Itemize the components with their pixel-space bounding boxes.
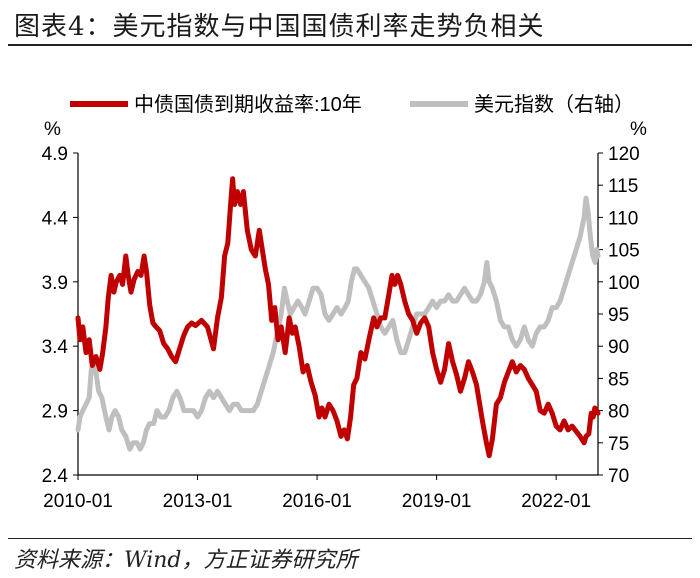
x-tick-label: 2022-01 bbox=[521, 491, 591, 512]
right-tick-label: 105 bbox=[608, 241, 640, 262]
right-tick-label: 100 bbox=[608, 273, 640, 294]
right-tick-label: 120 bbox=[608, 144, 640, 165]
bond-yield-line bbox=[75, 176, 601, 459]
right-tick-label: 95 bbox=[608, 305, 629, 326]
x-tick-label: 2010-01 bbox=[43, 491, 113, 512]
title-rule bbox=[8, 44, 692, 46]
right-axis-unit: % bbox=[630, 119, 647, 140]
x-tick-label: 2019-01 bbox=[402, 491, 472, 512]
left-tick-label: 4.4 bbox=[42, 208, 69, 229]
left-tick-label: 3.4 bbox=[42, 337, 69, 358]
right-tick-label: 85 bbox=[608, 369, 629, 390]
legend-label-2: 美元指数（右轴） bbox=[474, 93, 634, 116]
x-tick-label: 2016-01 bbox=[282, 491, 352, 512]
source-rule bbox=[8, 538, 692, 539]
source-note: 资料来源：Wind，方正证券研究所 bbox=[14, 548, 358, 573]
chart: 中债国债到期收益率:10年 美元指数（右轴）% % 4.9 4.4 3.9 3.4 2.9 2.… bbox=[42, 93, 647, 512]
left-tick-label: 2.9 bbox=[42, 402, 68, 423]
right-tick-label: 75 bbox=[608, 434, 629, 455]
right-tick-label: 115 bbox=[608, 176, 638, 197]
left-tick-label: 4.9 bbox=[42, 144, 68, 165]
left-axis-unit: % bbox=[44, 119, 61, 140]
right-tick-label: 70 bbox=[608, 466, 629, 487]
right-tick-label: 80 bbox=[608, 402, 629, 423]
figure-title: 图表4：美元指数与中国国债利率走势负相关 bbox=[14, 12, 545, 42]
left-tick-label: 2.4 bbox=[42, 466, 69, 487]
legend-label-1: 中债国债到期收益率:10年 bbox=[134, 93, 362, 116]
right-tick-label: 90 bbox=[608, 337, 629, 358]
right-tick-label: 110 bbox=[608, 208, 638, 229]
x-tick-label: 2013-01 bbox=[163, 491, 233, 512]
dollar-index-line bbox=[75, 195, 601, 452]
left-tick-label: 3.9 bbox=[42, 273, 68, 294]
